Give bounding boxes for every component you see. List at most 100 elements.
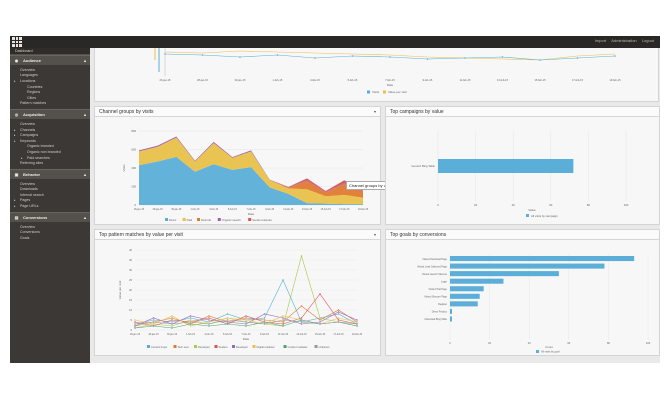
chevron-right-icon: ▸ xyxy=(14,133,16,138)
panel-menu-icon[interactable]: ▾ xyxy=(373,232,376,237)
x-tick-label: 7-feb-15 xyxy=(247,208,257,211)
sidebar-item-keywords[interactable]: ▸ Keywords xyxy=(10,138,90,144)
data-point xyxy=(164,53,166,55)
logout-link[interactable]: Logout xyxy=(641,38,654,43)
data-point xyxy=(282,279,284,281)
x-tick-label: 9-feb-15 xyxy=(265,208,275,211)
pattern-matches-chart: 0 5 10 15 20 25 30 35 40 Value per visit 26-jan-15… xyxy=(118,248,363,349)
sidebar-item-referring-sites[interactable]: Referring sites xyxy=(10,160,90,166)
y-tick-label: 5 xyxy=(131,318,133,322)
import-link[interactable]: Import xyxy=(594,38,607,43)
chevron-up-icon: ▴ xyxy=(83,171,86,177)
y-tick-label: Visited Lead Gathered Page xyxy=(417,265,448,268)
sidebar-item-label: Pattern matches xyxy=(20,101,47,106)
sidebar-item-paid-searches[interactable]: ▸ Paid searches xyxy=(10,155,90,161)
legend-label: Direct xyxy=(169,218,177,222)
sidebar-group-audience[interactable]: ◉ Audience ▴ xyxy=(10,55,90,65)
administration-link[interactable]: Administration xyxy=(611,38,637,43)
sidebar-item-languages[interactable]: Languages xyxy=(10,73,90,79)
sidebar-item-regions[interactable]: Regions xyxy=(10,89,90,95)
legend-label: Digital marketer xyxy=(257,345,275,349)
x-tick-label: 26-jan-15 xyxy=(130,333,141,336)
data-point xyxy=(208,319,210,321)
area-direct xyxy=(139,156,363,205)
data-point xyxy=(263,321,266,323)
x-tick-label: 0 xyxy=(449,341,451,345)
sidebar-group-behavior[interactable]: ▣ Behavior ▴ xyxy=(10,168,90,179)
sidebar-item-overview[interactable]: Overview xyxy=(10,181,90,187)
panel-menu-icon[interactable]: ▾ xyxy=(373,109,376,114)
data-point xyxy=(276,54,279,56)
chevron-right-icon: ▸ xyxy=(14,198,16,203)
x-tick-label: 19-feb-15 xyxy=(352,333,363,336)
data-point xyxy=(208,317,210,319)
x-tick-label: 5-feb-15 xyxy=(228,208,238,211)
x-axis-title: Value xyxy=(528,208,536,212)
x-axis-title: Count xyxy=(545,345,553,349)
data-point xyxy=(201,54,204,56)
sidebar-item-goals[interactable]: Goals xyxy=(10,235,90,241)
data-point xyxy=(208,315,210,317)
data-point xyxy=(263,323,266,325)
top-goals-panel: Top goals by conversions 0 20 40 60 80 100 Vis… xyxy=(385,229,660,356)
sidebar-item-page-urls[interactable]: ▸ Page URLs xyxy=(10,203,90,209)
x-tick-label: 3-feb-15 xyxy=(209,208,219,211)
panel-title: Top goals by conversions xyxy=(390,231,447,238)
data-point xyxy=(263,313,266,315)
sidebar-item-label: Page URLs xyxy=(20,204,39,209)
data-point xyxy=(282,321,284,323)
data-point xyxy=(152,321,155,323)
sidebar-item-cities[interactable]: Cities xyxy=(10,95,90,101)
sidebar-group-label: Conversions xyxy=(23,214,48,220)
sidebar-item-conversions[interactable]: Conversions xyxy=(10,229,90,235)
sidebar-group-conversions[interactable]: ▤ Conversions ▴ xyxy=(10,211,90,222)
sidebar-item-label: Downloads xyxy=(20,187,38,192)
behavior-icon: ▣ xyxy=(14,171,19,177)
sidebar-item-downloads[interactable]: Downloads xyxy=(10,187,90,193)
acquisition-icon: ◎ xyxy=(14,112,19,118)
legend-swatch xyxy=(283,345,287,348)
legend-swatch xyxy=(248,218,252,221)
sidebar-item-pages[interactable]: ▸ Pages xyxy=(10,198,90,204)
chevron-right-icon: ▸ xyxy=(14,127,16,132)
sidebar-item-overview[interactable]: Overview xyxy=(10,121,90,127)
data-point xyxy=(134,323,136,325)
sidebar-item-organic-branded[interactable]: Organic branded xyxy=(10,144,90,150)
x-tick-label: 13-feb-15 xyxy=(296,333,307,336)
x-tick-label: 15-feb-15 xyxy=(321,208,332,211)
sidebar-item-campaigns[interactable]: ▸ Campaigns xyxy=(10,132,90,138)
data-point xyxy=(134,319,136,321)
sidebar-item-label: Goals xyxy=(20,235,30,240)
x-tick-label: 11-feb-15 xyxy=(283,208,294,211)
y-tick-label: 10 xyxy=(129,308,132,312)
sidebar-item-organic-non-branded[interactable]: Organic non branded xyxy=(10,149,90,155)
x-tick-label: 17-feb-15 xyxy=(333,333,344,336)
legend-swatch xyxy=(197,218,200,221)
sidebar-item-overview[interactable]: Overview xyxy=(10,224,90,230)
sidebar-item-countries[interactable]: Countries xyxy=(10,84,90,90)
data-point xyxy=(314,57,316,59)
panel-title: Channel groups by visits xyxy=(99,108,154,115)
x-tick-label: 28-jan-15 xyxy=(153,208,164,211)
y-tick-label: 35 xyxy=(129,258,132,262)
sidebar-item-channels[interactable]: ▸ Channels xyxy=(10,127,90,133)
x-tick-label: 60 xyxy=(549,203,553,207)
data-point xyxy=(282,317,284,319)
data-point xyxy=(226,323,229,325)
bar-visited-sitecore-page xyxy=(450,293,480,299)
sidebar-item-internal-search[interactable]: Internal search xyxy=(10,192,90,198)
app-logo[interactable] xyxy=(12,37,22,47)
data-point xyxy=(245,325,247,327)
data-point xyxy=(263,317,266,319)
sidebar-group-acquisition[interactable]: ◎ Acquisition ▴ xyxy=(10,109,90,120)
sidebar-item-dashboard[interactable]: Dashboard xyxy=(10,48,90,55)
legend-label: Tech user xyxy=(178,345,189,349)
chevron-up-icon: ▴ xyxy=(83,112,86,118)
sidebar-item-overview[interactable]: Overview xyxy=(10,67,90,73)
x-tick-label: 26-jan-15 xyxy=(160,78,172,82)
sidebar-item-locations[interactable]: ▸ Locations xyxy=(10,78,90,84)
chevron-right-icon: ▸ xyxy=(14,138,16,143)
x-axis-title: Date xyxy=(387,83,394,87)
chevron-up-icon: ▴ xyxy=(83,58,86,63)
sidebar-item-pattern-matches[interactable]: Pattern matches xyxy=(10,101,90,107)
